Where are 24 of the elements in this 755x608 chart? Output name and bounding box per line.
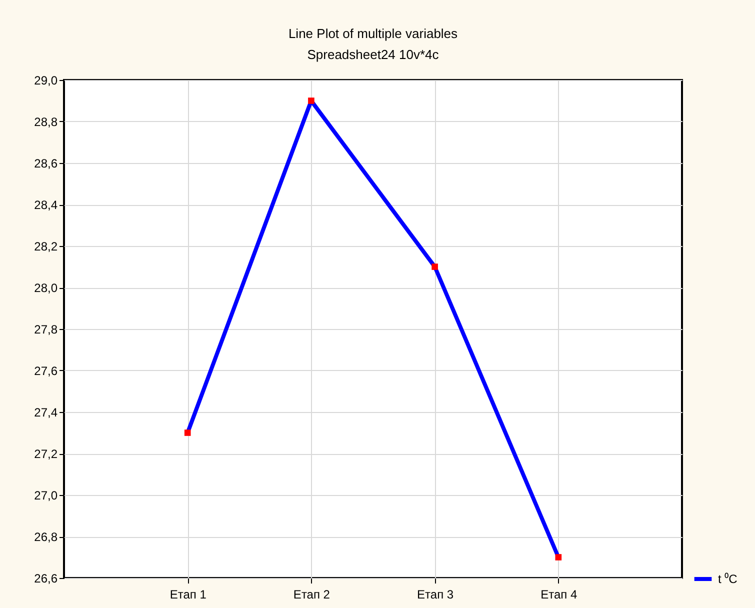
y-tick-label: 28,4 bbox=[34, 198, 58, 212]
x-tick-label: Етап 4 bbox=[540, 588, 578, 602]
chart-title: Line Plot of multiple variables bbox=[288, 26, 458, 41]
y-tick-label: 28,2 bbox=[34, 240, 58, 254]
y-tick-label: 28,6 bbox=[34, 156, 58, 170]
point bbox=[555, 554, 562, 560]
point bbox=[184, 430, 191, 436]
x-tick-label: Етап 3 bbox=[417, 588, 454, 602]
y-tick-label: 26,6 bbox=[34, 572, 58, 586]
y-tick-label: 26,8 bbox=[34, 530, 58, 544]
point bbox=[308, 98, 314, 104]
y-tick-label: 27,2 bbox=[34, 447, 58, 461]
y-tick-label: 28,0 bbox=[34, 281, 58, 295]
y-tick-label: 29,0 bbox=[34, 74, 58, 88]
y-tick-label: 27,0 bbox=[34, 488, 58, 502]
y-tick-label: 28,8 bbox=[34, 115, 58, 129]
point bbox=[432, 264, 438, 270]
y-tick-label: 27,6 bbox=[34, 364, 58, 378]
chart-subtitle: Spreadsheet24 10v*4c bbox=[307, 47, 440, 62]
x-tick-label: Етап 2 bbox=[293, 588, 330, 602]
x-tick-label: Етап 1 bbox=[170, 588, 207, 602]
legend-label: t ⁰C bbox=[718, 572, 738, 586]
y-tick-label: 27,4 bbox=[34, 406, 58, 420]
y-tick-label: 27,8 bbox=[34, 322, 58, 336]
